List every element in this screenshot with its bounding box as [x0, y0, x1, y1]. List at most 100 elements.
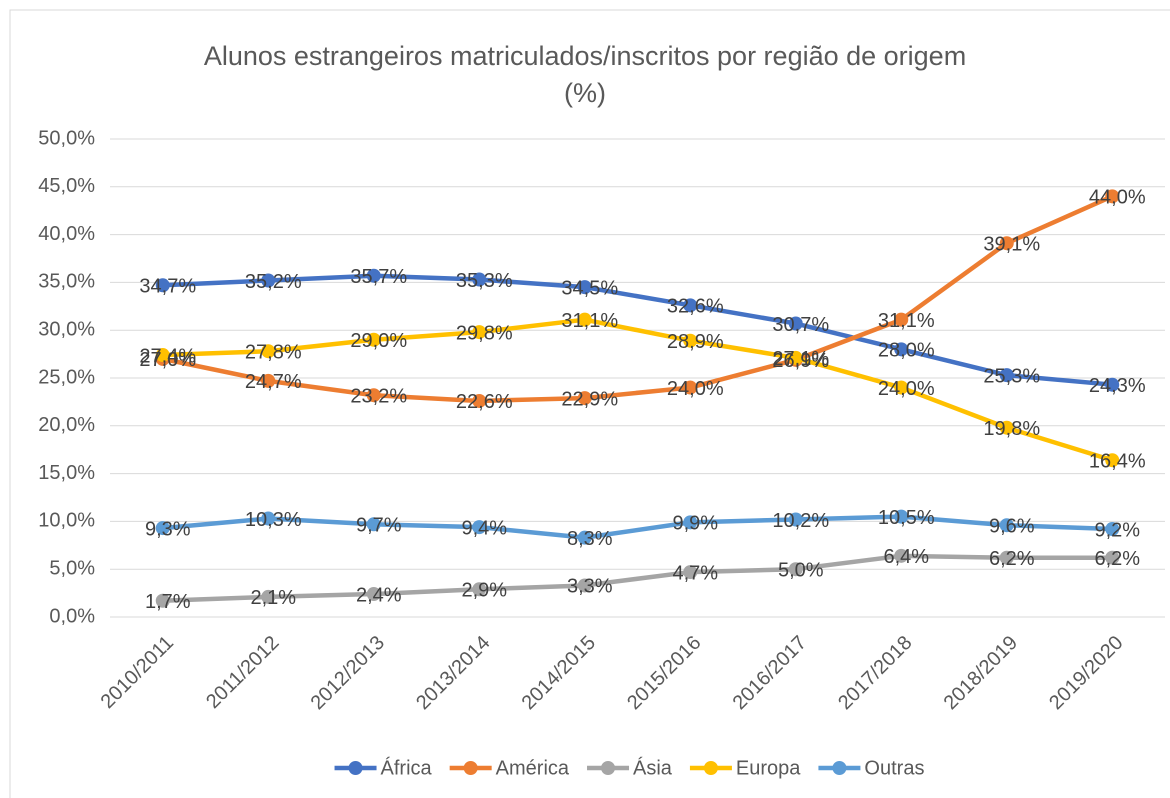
- legend-marker: [463, 761, 478, 775]
- legend-label: África: [381, 756, 433, 779]
- data-point: [155, 348, 170, 363]
- data-label: 34,7%: [139, 276, 196, 298]
- data-label: 35,3%: [456, 270, 513, 292]
- data-point: [577, 578, 592, 593]
- data-label: 10,3%: [245, 509, 302, 531]
- data-point: [261, 273, 276, 288]
- data-label: 31,1%: [561, 310, 618, 332]
- data-point: [1105, 550, 1120, 565]
- legend-marker: [832, 761, 847, 775]
- data-point: [261, 344, 276, 359]
- data-label: 31,1%: [878, 310, 935, 332]
- data-point: [261, 373, 276, 388]
- data-point: [366, 268, 381, 283]
- data-label: 5,0%: [778, 559, 824, 581]
- legend-marker: [348, 761, 363, 775]
- y-tick-label: 50,0%: [38, 127, 95, 149]
- data-label: 9,3%: [145, 518, 191, 540]
- data-label: 29,8%: [456, 322, 513, 344]
- data-label: 19,8%: [983, 418, 1040, 440]
- data-label: 9,4%: [461, 517, 507, 539]
- data-point: [999, 368, 1014, 383]
- data-point: [999, 420, 1014, 435]
- data-point: [894, 312, 909, 327]
- data-label: 16,4%: [1089, 450, 1146, 472]
- data-point: [577, 312, 592, 327]
- data-label: 34,5%: [561, 277, 618, 299]
- y-tick-label: 40,0%: [38, 223, 95, 245]
- y-tick-label: 45,0%: [38, 175, 95, 197]
- data-point: [577, 280, 592, 295]
- data-label: 25,3%: [983, 365, 1040, 387]
- data-label: 28,0%: [878, 340, 935, 362]
- data-label: 6,2%: [989, 548, 1035, 570]
- data-point: [894, 509, 909, 524]
- data-label: 30,7%: [772, 314, 829, 336]
- data-label: 24,0%: [878, 378, 935, 400]
- data-point: [261, 511, 276, 526]
- data-point: [999, 518, 1014, 533]
- legend-marker: [703, 761, 718, 775]
- data-point: [683, 298, 698, 313]
- data-point: [472, 325, 487, 340]
- data-point: [577, 530, 592, 545]
- series-line: [162, 273, 1113, 387]
- data-label: 2,4%: [356, 584, 402, 606]
- y-tick-label: 15,0%: [38, 462, 95, 484]
- data-point: [472, 582, 487, 597]
- data-label: 32,6%: [667, 296, 724, 318]
- series-line: [162, 514, 1113, 540]
- y-tick-label: 35,0%: [38, 271, 95, 293]
- series-line: [162, 317, 1113, 463]
- data-point: [472, 272, 487, 287]
- data-point: [155, 278, 170, 293]
- chart-title: Alunos estrangeiros matriculados/inscrit…: [204, 41, 966, 108]
- y-tick-label: 25,0%: [38, 366, 95, 388]
- series-line: [162, 194, 1114, 404]
- data-point: [261, 589, 276, 604]
- data-label: 9,2%: [1094, 519, 1140, 541]
- data-label: 24,0%: [667, 378, 724, 400]
- data-point: [788, 512, 803, 527]
- series-line: [162, 553, 1113, 603]
- data-label: 28,9%: [667, 331, 724, 353]
- data-label: 39,1%: [983, 233, 1040, 255]
- data-label: 9,9%: [672, 513, 718, 535]
- data-label: 26,9%: [772, 350, 829, 372]
- data-label: 27,1%: [772, 348, 829, 370]
- data-label: 2,1%: [250, 587, 296, 609]
- legend-marker: [601, 761, 616, 775]
- data-point: [894, 548, 909, 563]
- data-point: [894, 380, 909, 395]
- legend-label: Outras: [864, 757, 924, 779]
- data-label: 35,7%: [350, 266, 407, 288]
- data-label: 6,2%: [1094, 548, 1140, 570]
- data-point: [1105, 522, 1120, 537]
- data-point: [577, 391, 592, 406]
- data-label: 24,3%: [1089, 375, 1146, 397]
- legend-label: Europa: [736, 757, 801, 779]
- data-label: 10,2%: [772, 510, 829, 532]
- y-tick-label: 20,0%: [38, 414, 95, 436]
- data-point: [683, 565, 698, 580]
- data-label: 27,8%: [245, 342, 302, 364]
- data-label: 27,0%: [139, 349, 196, 371]
- data-label: 9,6%: [989, 516, 1035, 538]
- data-point: [683, 333, 698, 348]
- data-point: [155, 521, 170, 536]
- data-point: [788, 316, 803, 331]
- data-point: [683, 380, 698, 395]
- data-point: [788, 350, 803, 365]
- data-label: 44,0%: [1089, 187, 1146, 209]
- data-label: 10,5%: [878, 507, 935, 529]
- data-point: [472, 520, 487, 535]
- y-tick-label: 10,0%: [38, 510, 95, 532]
- data-point: [1105, 189, 1120, 204]
- legend-label: América: [496, 757, 570, 779]
- data-point: [366, 332, 381, 347]
- data-label: 22,6%: [456, 391, 513, 413]
- data-label: 27,4%: [139, 345, 196, 367]
- data-label: 9,7%: [356, 515, 402, 537]
- data-point: [1105, 377, 1120, 392]
